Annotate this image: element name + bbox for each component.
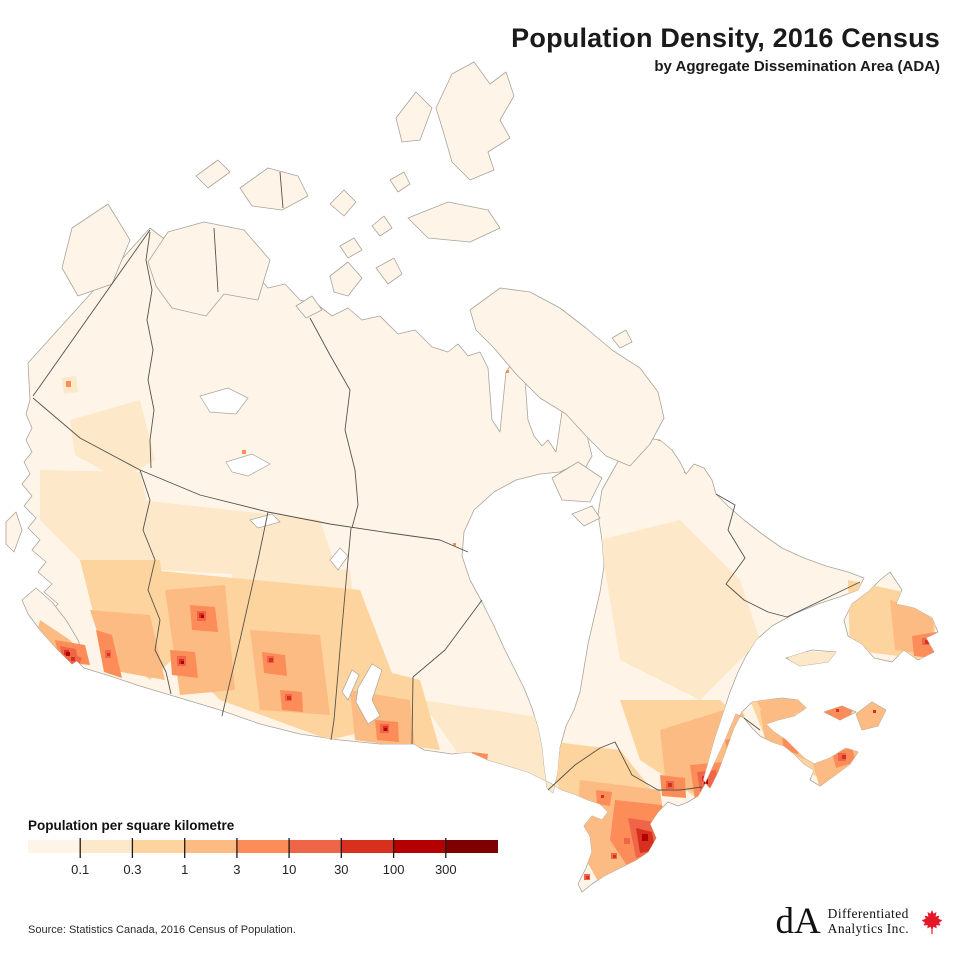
legend-color-bar [28,840,498,853]
border-nwt-nunavut [309,317,359,529]
great-slave-lake [225,453,271,477]
legend-title: Population per square kilometre [28,818,235,833]
land-base [5,61,939,893]
svg-text:10: 10 [282,862,296,877]
border-alberta-saskatchewan [221,511,269,717]
great-bear-lake [199,387,249,415]
lake-athabasca [249,513,281,529]
svg-text:0.3: 0.3 [123,862,141,877]
border-yukon-nwt [145,231,155,469]
map-subtitle: by Aggregate Dissemination Area (ADA) [654,57,940,75]
svg-text:3: 3 [233,862,240,877]
provincial-borders [32,171,861,791]
company-logo: dA Differentiated Analytics Inc. [775,903,944,940]
title-block: Population Density, 2016 Census by Aggre… [511,23,940,75]
legend-scale: 0.1 0.3 1 3 10 30 100 300 [28,838,498,877]
border-ontario-quebec [547,741,703,791]
border-60th-parallel [32,397,469,553]
svg-text:300: 300 [435,862,457,877]
density-patches [36,256,938,885]
legend: Population per square kilometre 0.1 0.3 [28,818,528,880]
border-bc-alberta [139,469,172,695]
border-saskatchewan-manitoba [330,527,352,741]
border-melville-island [279,171,284,209]
logo-monogram: dA [775,901,821,942]
svg-text:0.1: 0.1 [71,862,89,877]
border-nb-quebec [743,717,761,731]
source-note: Source: Statistics Canada, 2016 Census o… [28,924,296,936]
svg-text:1: 1 [181,862,188,877]
svg-text:100: 100 [383,862,405,877]
lake-winnipegosis [341,669,360,701]
maple-leaf-icon [921,909,943,934]
lakes [199,387,383,725]
lake-winnipeg [355,663,383,725]
svg-text:30: 30 [334,862,348,877]
legend-ticks [79,838,447,858]
map-title: Population Density, 2016 Census [511,23,940,53]
border-quebec-labrador [715,493,861,618]
legend-tick-labels: 0.1 0.3 1 3 10 30 100 300 [71,862,456,877]
border-victoria-island [213,227,219,293]
logo-company-name: Differentiated Analytics Inc. [827,906,909,936]
border-yukon-alaska [32,229,151,397]
ellesmere-island [435,61,515,181]
border-manitoba-ontario [411,599,483,745]
